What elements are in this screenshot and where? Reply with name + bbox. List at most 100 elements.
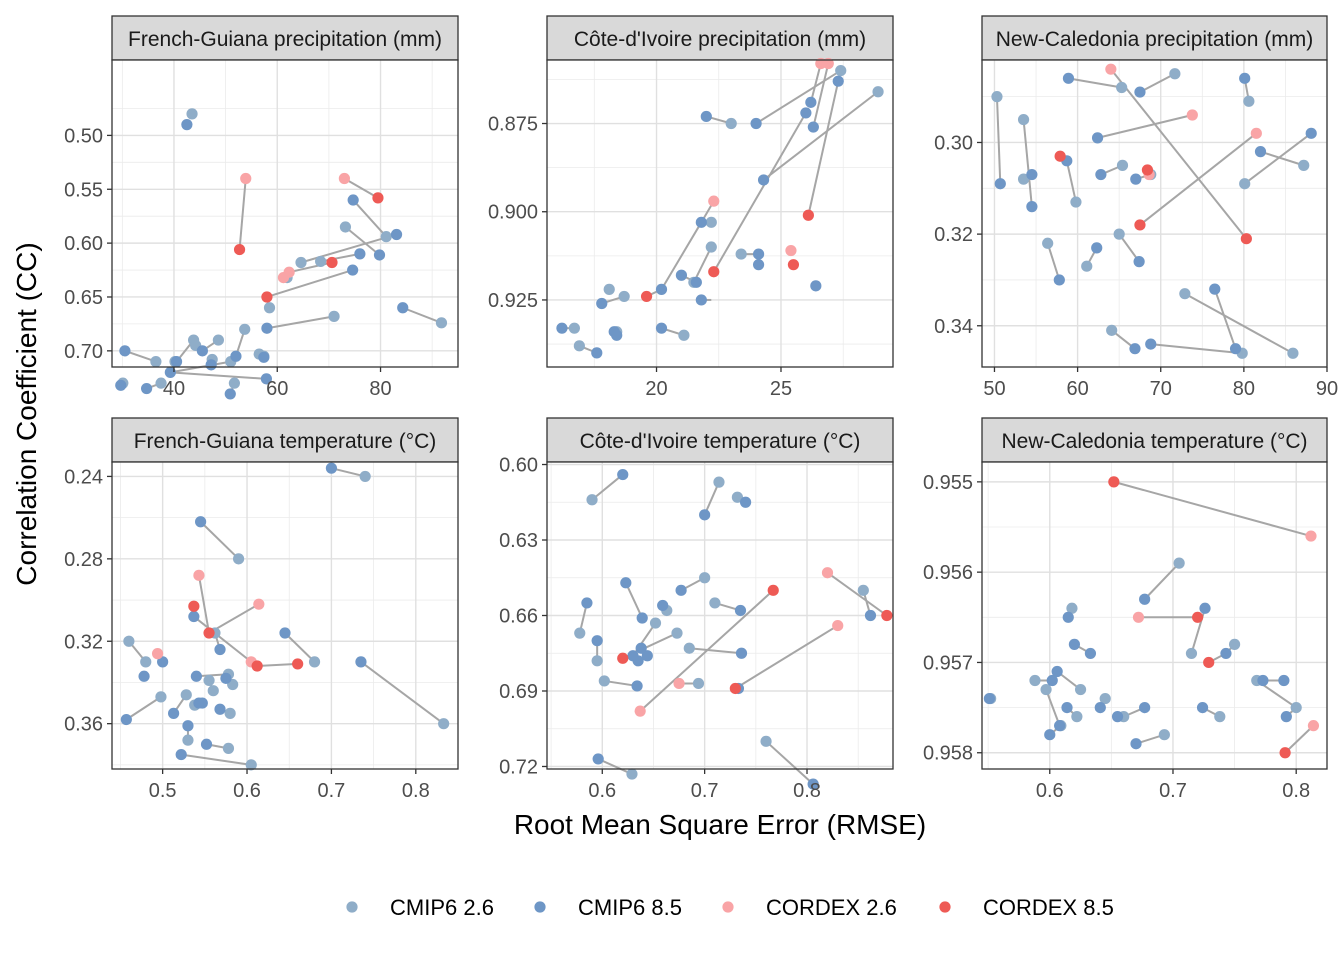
data-point	[586, 494, 598, 506]
link-line	[689, 647, 742, 655]
data-point	[657, 599, 669, 612]
y-tick-label: 0.60	[499, 455, 538, 477]
data-point	[1209, 283, 1221, 295]
data-point	[1185, 647, 1198, 660]
data-point	[233, 243, 246, 256]
panel-background	[112, 462, 458, 769]
data-point	[705, 241, 717, 253]
series-cmip6-2-6	[568, 64, 884, 352]
data-point	[735, 248, 747, 260]
data-point	[239, 323, 251, 335]
data-point	[1054, 150, 1066, 162]
data-point	[739, 496, 752, 508]
link-line	[193, 615, 252, 663]
data-point	[1095, 168, 1107, 181]
data-point	[1054, 720, 1066, 732]
link-line	[266, 269, 353, 298]
data-point	[864, 609, 877, 622]
data-point	[435, 317, 448, 329]
x-tick-label: 0.7	[1159, 780, 1187, 802]
data-point	[228, 377, 240, 389]
data-point	[1220, 647, 1232, 660]
link-line	[170, 371, 267, 380]
data-point	[1134, 86, 1146, 98]
data-point	[617, 468, 629, 481]
data-point	[700, 110, 712, 123]
series-cordex-2-6	[634, 567, 844, 717]
y-tick-label: 0.30	[934, 132, 973, 154]
data-point	[1091, 132, 1104, 144]
link-line	[402, 306, 442, 324]
data-point	[1061, 702, 1073, 714]
link-line	[1284, 724, 1315, 754]
data-point	[832, 75, 844, 87]
data-point	[592, 753, 604, 765]
series-cordex-8-5	[1108, 476, 1291, 759]
x-tick-label: 50	[983, 378, 1005, 400]
data-point	[212, 334, 224, 346]
data-point	[757, 174, 770, 186]
data-point	[640, 290, 653, 303]
data-point	[731, 491, 744, 503]
series-cordex-2-6	[1132, 530, 1320, 732]
data-point	[258, 351, 270, 363]
panel-6: New-Caledonia temperature (°C) 0.6 0.7 0.8 0…	[923, 417, 1328, 802]
data-point	[263, 302, 276, 314]
data-point	[1026, 168, 1038, 181]
link-line	[125, 696, 162, 721]
link-line	[807, 80, 840, 216]
link-line	[1045, 689, 1061, 727]
data-point	[631, 680, 643, 692]
link-line	[1046, 242, 1061, 281]
data-point	[222, 742, 235, 754]
link-line	[1244, 132, 1312, 185]
data-point	[1017, 113, 1030, 126]
data-point	[1214, 711, 1226, 723]
data-point	[690, 276, 702, 288]
data-point	[224, 707, 236, 719]
data-point	[1071, 711, 1083, 723]
series-cordex-2-6	[151, 569, 265, 668]
data-point	[750, 117, 762, 130]
data-point	[695, 294, 707, 306]
data-point	[591, 635, 603, 647]
y-tick-label: 0.32	[934, 224, 973, 246]
data-point	[251, 660, 263, 672]
x-tick-label: 70	[1150, 378, 1172, 400]
x-axis-title: Root Mean Square Error (RMSE)	[514, 809, 926, 840]
x-tick-label: 0.6	[588, 780, 616, 802]
data-point	[1106, 324, 1118, 336]
link-line	[197, 575, 211, 634]
data-point	[1254, 146, 1267, 158]
data-point	[347, 264, 359, 276]
panel-title: French-Guiana temperature (°C)	[134, 430, 437, 453]
data-point	[802, 209, 814, 221]
link-line	[812, 63, 830, 128]
data-point	[1116, 159, 1129, 171]
y-tick-label: 0.958	[923, 743, 973, 765]
link-line	[331, 467, 366, 478]
link-line	[1184, 292, 1294, 355]
panel-title: Côte-d'Ivoire temperature (°C)	[580, 430, 861, 453]
data-point	[1129, 343, 1141, 355]
link-line	[1139, 72, 1176, 93]
y-tick-label: 0.900	[488, 202, 538, 224]
data-point	[1026, 201, 1038, 213]
data-point	[1173, 557, 1185, 569]
x-tick-label: 80	[369, 378, 391, 400]
data-point	[155, 691, 167, 703]
data-point	[380, 231, 392, 243]
data-point	[1139, 702, 1151, 714]
y-tick-label: 0.69	[499, 681, 538, 703]
panel-strip	[111, 15, 459, 61]
panel-5: Côte-d'Ivoire temperature (°C) 0.6 0.7 0.8 0…	[499, 417, 894, 802]
link-line	[266, 315, 335, 330]
data-point	[315, 255, 327, 268]
data-point	[1307, 720, 1320, 732]
data-point	[617, 652, 629, 664]
data-point	[1042, 237, 1054, 249]
data-point	[752, 259, 765, 271]
data-point	[150, 356, 162, 368]
data-point	[1145, 338, 1157, 350]
